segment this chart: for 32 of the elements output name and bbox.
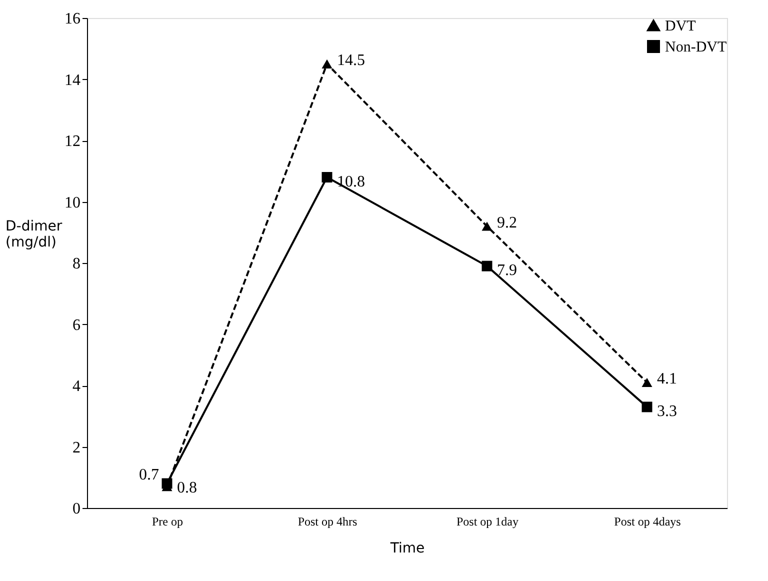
data-label: 7.9 (497, 262, 517, 280)
point (322, 172, 332, 182)
point (642, 378, 652, 387)
y-axis-title: D-dimer (mg/dl) (6, 218, 62, 250)
x-tick-label: Post op 4days (614, 514, 682, 528)
y-tick-label: 0 (72, 500, 80, 518)
x-tick-label: Post op 1day (456, 514, 519, 528)
x-axis-title: Time (389, 540, 425, 556)
legend-label: Non-DVT (665, 40, 727, 56)
data-label: 10.8 (337, 173, 365, 190)
y-tick-label: 16 (64, 10, 80, 28)
y-tick-label: 10 (64, 194, 80, 212)
y-tick-label: 4 (72, 378, 80, 395)
point (642, 402, 652, 412)
y-tick-label: 12 (64, 133, 80, 150)
y-tick-label: 2 (72, 439, 80, 456)
data-label: 9.2 (497, 214, 517, 232)
data-label: 4.1 (657, 370, 677, 388)
y-tick-label: 8 (72, 256, 80, 272)
data-label: 14.5 (337, 52, 365, 69)
point (482, 260, 492, 272)
x-tick-label: Post op 4hrs (298, 514, 358, 528)
point (162, 478, 172, 489)
point (482, 222, 492, 231)
y-tick-label: 14 (64, 72, 80, 89)
legend-label: DVT (665, 18, 696, 34)
x-tick-label: Pre op (152, 514, 183, 528)
data-label: 0.8 (177, 480, 197, 496)
y-tick-label: 6 (72, 316, 80, 334)
point (322, 59, 332, 68)
data-label: 0.7 (139, 466, 159, 484)
data-label: 3.3 (657, 402, 677, 420)
